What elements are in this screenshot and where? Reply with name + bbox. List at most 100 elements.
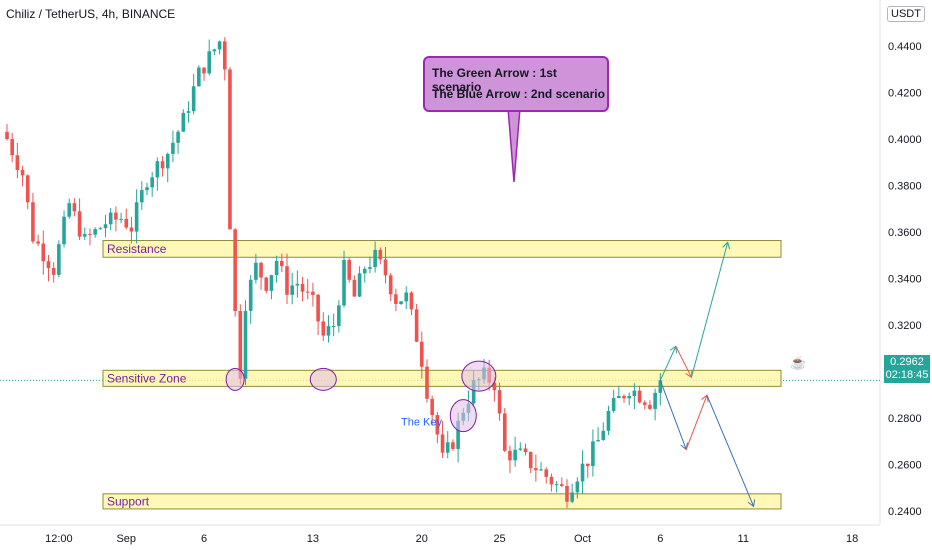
y-tick-label: 0.2400 — [888, 506, 922, 518]
candle-body — [409, 292, 414, 310]
candle-body — [554, 484, 559, 486]
candle-body — [617, 396, 621, 399]
candle-body — [197, 67, 201, 87]
candle-body — [326, 326, 331, 336]
x-tick-label: 20 — [416, 533, 428, 545]
candle-body — [10, 139, 14, 156]
currency-selector[interactable]: USDT — [887, 6, 925, 22]
candle-body — [658, 380, 663, 393]
candle-body — [394, 294, 398, 305]
y-tick-label: 0.4400 — [888, 41, 922, 53]
candle-body — [243, 310, 248, 379]
zone-label-resistance: Resistance — [107, 242, 167, 256]
candle-body — [108, 212, 113, 225]
scenario-callout: The Green Arrow : 1st scenario The Blue … — [423, 56, 609, 112]
candle-body — [471, 380, 476, 404]
candle-body — [88, 234, 92, 236]
candle-body — [129, 227, 134, 232]
candle-body — [202, 67, 206, 74]
y-tick-label: 0.3800 — [888, 180, 922, 192]
candle-body — [98, 228, 103, 230]
candle-body — [606, 410, 611, 431]
y-tick-label: 0.3400 — [888, 273, 922, 285]
candle-body — [124, 218, 129, 228]
blue-arrow-segment — [685, 395, 708, 450]
candle-body — [539, 469, 543, 471]
candle-body — [559, 484, 564, 486]
zone-resistance — [102, 240, 782, 258]
candle-body — [248, 279, 253, 311]
highlight-circle — [449, 399, 477, 433]
candle-body — [285, 266, 289, 295]
candle-body — [62, 216, 66, 245]
y-tick-label: 0.2800 — [888, 413, 922, 425]
time-axis[interactable]: 12:00 Sep 6 13 20 25 Oct 6 11 18 — [45, 533, 858, 545]
green-arrow-head — [722, 241, 731, 250]
candle-body — [352, 279, 357, 297]
candle-body — [36, 241, 40, 244]
candle-body — [347, 260, 352, 280]
callout-line-blue: The Blue Arrow : 2nd scenario — [432, 87, 605, 101]
candle-body — [383, 259, 388, 276]
candle-body — [57, 244, 61, 275]
candle-body — [591, 441, 595, 467]
candle-body — [342, 260, 346, 306]
candle-body — [622, 396, 626, 399]
candle-body — [575, 481, 580, 493]
x-tick-label: 12:00 — [45, 533, 73, 545]
candles-layer — [5, 37, 663, 509]
candle-body — [549, 476, 554, 485]
candle-body — [305, 291, 310, 293]
candle-body — [497, 390, 502, 414]
last-price-tag: 0.2962 02:18:45 — [884, 355, 930, 383]
candle-body — [570, 492, 574, 502]
candle-body — [311, 291, 315, 295]
x-tick-label: 11 — [738, 533, 749, 545]
callout-pointer — [507, 107, 521, 183]
cup-icon[interactable]: ☕ — [790, 355, 807, 370]
candle-body — [580, 463, 585, 482]
candle-body — [565, 485, 569, 502]
green-arrow-segment — [690, 242, 729, 378]
zone-support — [102, 493, 782, 510]
y-tick-label: 0.4000 — [888, 134, 922, 146]
green-arrow-segment — [659, 346, 677, 381]
candle-body — [596, 439, 600, 442]
candle-body — [46, 261, 51, 269]
candle-body — [191, 86, 196, 112]
y-tick-label: 0.3200 — [888, 320, 922, 332]
candle-body — [430, 398, 434, 416]
candle-body — [222, 41, 227, 70]
candle-body — [186, 111, 191, 113]
price-axis[interactable]: 0.4400 0.4200 0.4000 0.3800 0.3600 0.3400 0.32… — [888, 41, 922, 518]
candle-body — [451, 442, 455, 449]
callout-line-green: The Green Arrow : 1st scenario — [432, 66, 557, 94]
candle-body — [155, 161, 160, 178]
candle-body — [77, 211, 82, 237]
candle-body — [41, 243, 46, 262]
candle-body — [103, 224, 108, 229]
candle-body — [414, 309, 419, 342]
candle-body — [295, 283, 300, 286]
candle-body — [254, 262, 258, 280]
candle-body — [160, 161, 165, 169]
chart-title: Chiliz / TetherUS, 4h, BINANCE — [6, 7, 176, 21]
candle-body — [321, 321, 326, 336]
candle-body — [31, 202, 35, 242]
candle-body — [653, 392, 657, 409]
y-tick-label: 0.4200 — [888, 87, 922, 99]
candle-body — [150, 177, 154, 188]
candle-body — [20, 169, 25, 176]
candle-body — [544, 469, 549, 477]
candle-body — [357, 273, 362, 297]
candle-body — [259, 262, 263, 278]
candle-body — [5, 131, 9, 140]
zones-layer — [102, 240, 782, 510]
candle-body — [523, 448, 528, 453]
y-tick-label: 0.2600 — [888, 460, 922, 472]
candle-body — [611, 398, 616, 411]
candle-body — [435, 415, 440, 435]
highlight-circle — [461, 360, 497, 392]
candle-body — [207, 51, 212, 74]
